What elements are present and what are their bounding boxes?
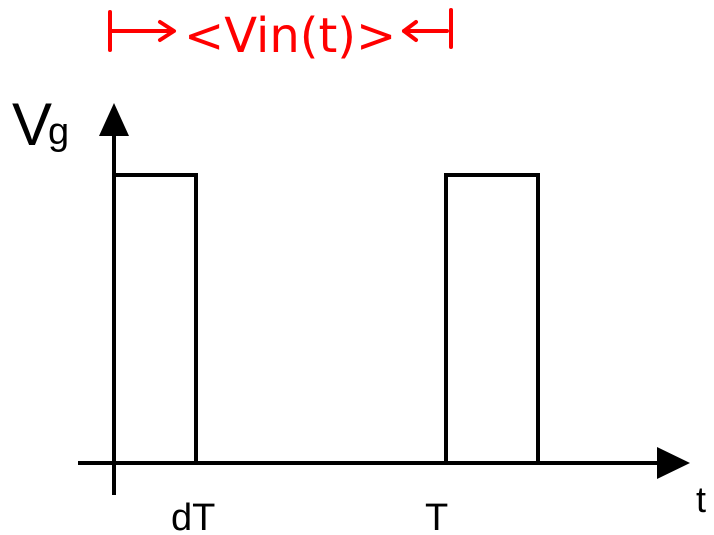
y-axis-label-main: V: [12, 91, 52, 158]
annotation-text: <Vin(t)>: [184, 8, 396, 64]
axis-labels: V g t dT T: [12, 91, 706, 535]
pulse-2: [444, 173, 540, 463]
axes: [78, 103, 690, 495]
x-axis-arrow: [657, 447, 690, 479]
average-voltage-annotation: <Vin(t)>: [108, 8, 453, 64]
tick-label-dt: dT: [171, 497, 215, 535]
x-axis-label: t: [696, 479, 706, 520]
tick-label-t: T: [425, 497, 448, 535]
y-axis-arrow: [99, 103, 129, 136]
right-arrow-head: [158, 20, 176, 42]
y-axis-label-subscript: g: [48, 111, 69, 153]
pulse-waveform: [112, 173, 540, 463]
pulse-1: [112, 173, 198, 463]
